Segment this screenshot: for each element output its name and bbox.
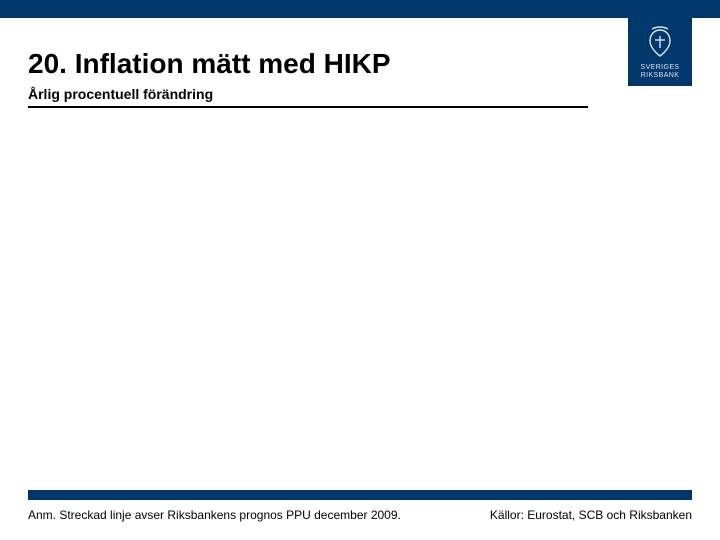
footnote-right: Källor: Eurostat, SCB och Riksbanken — [490, 508, 692, 522]
bottom-bar — [28, 490, 692, 500]
logo-text: SVERIGES RIKSBANK — [641, 64, 680, 79]
page-subtitle: Årlig procentuell förändring — [28, 86, 213, 102]
page-title: 20. Inflation mätt med HIKP — [28, 48, 391, 80]
logo-box: SVERIGES RIKSBANK — [628, 18, 692, 86]
riksbank-crest-icon — [640, 26, 680, 60]
logo-text-line1: SVERIGES — [641, 64, 680, 72]
slide-page: SVERIGES RIKSBANK 20. Inflation mätt med… — [0, 0, 720, 540]
footnote-left: Anm. Streckad linje avser Riksbankens pr… — [28, 508, 401, 522]
logo-text-line2: RIKSBANK — [641, 72, 680, 80]
top-bar — [0, 0, 720, 18]
title-rule — [28, 106, 588, 108]
